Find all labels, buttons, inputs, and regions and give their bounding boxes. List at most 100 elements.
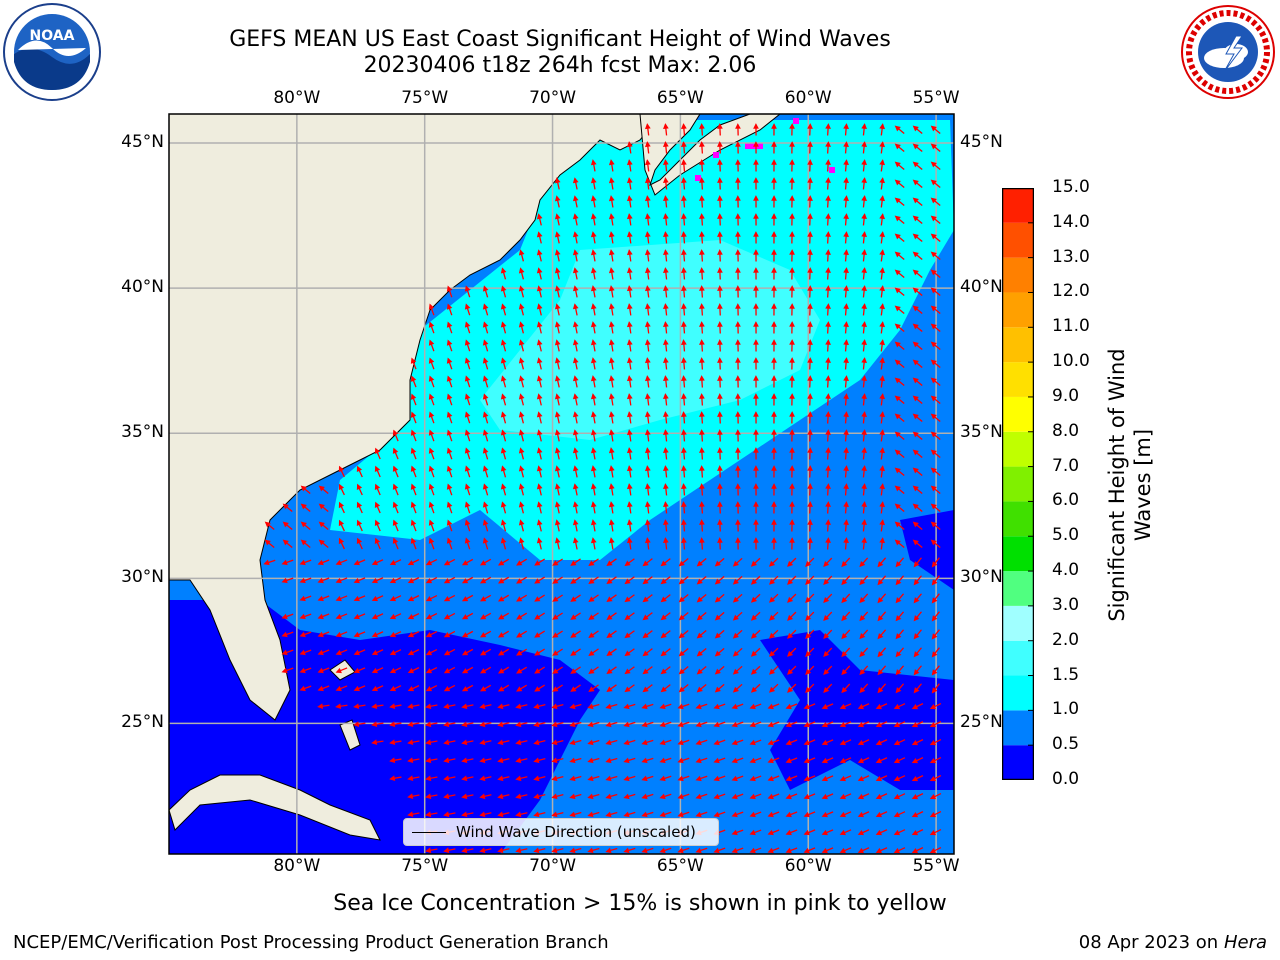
wind-arrow	[771, 429, 777, 442]
colorbar-segment	[1002, 640, 1034, 676]
wind-arrow	[731, 793, 744, 800]
wind-arrow	[590, 213, 597, 226]
wind-arrow	[753, 483, 759, 496]
wind-arrow	[644, 195, 651, 208]
wind-arrow	[894, 269, 905, 279]
wind-arrow	[587, 721, 600, 728]
wind-arrow	[717, 213, 723, 226]
wind-arrow	[482, 537, 489, 550]
wind-arrow	[644, 159, 651, 172]
wind-arrow	[644, 321, 651, 334]
wind-arrow	[695, 793, 708, 800]
wind-arrow	[696, 629, 707, 639]
wind-arrow	[572, 501, 579, 514]
wind-arrow	[605, 811, 618, 818]
wind-arrow	[516, 576, 528, 584]
wind-arrow	[894, 305, 905, 315]
wind-arrow	[572, 483, 579, 496]
wind-arrow	[572, 231, 579, 244]
wind-arrow	[713, 757, 726, 764]
wind-arrow	[428, 321, 435, 334]
wind-arrow	[443, 847, 456, 854]
wind-arrow	[805, 647, 815, 657]
wind-arrow	[913, 647, 922, 658]
legend-label: Wind Wave Direction (unscaled)	[456, 823, 696, 841]
wind-arrow	[281, 577, 294, 584]
wind-arrow	[588, 630, 599, 638]
wind-arrow	[464, 393, 471, 406]
wind-arrow	[608, 375, 615, 388]
colorbar-segment	[1002, 327, 1034, 363]
wind-arrow	[681, 483, 687, 496]
wind-arrow	[879, 321, 886, 334]
wind-arrow	[699, 321, 705, 334]
wind-arrow	[750, 665, 761, 675]
wind-arrow	[500, 465, 507, 478]
wind-arrow	[731, 703, 744, 710]
wind-arrow	[677, 775, 690, 782]
wind-arrow	[642, 648, 653, 657]
wind-arrow	[803, 847, 816, 854]
wind-arrow	[570, 684, 581, 692]
wind-arrow	[879, 411, 886, 424]
wind-arrow	[624, 684, 635, 693]
wind-arrow	[641, 847, 654, 854]
wind-arrow	[789, 303, 795, 316]
wind-arrow	[681, 267, 687, 280]
wind-arrow	[516, 612, 528, 620]
wind-arrow	[735, 249, 741, 262]
wind-arrow	[642, 594, 653, 603]
wind-arrow	[911, 829, 924, 836]
colorbar-segment	[1002, 571, 1034, 606]
wind-arrow	[753, 429, 759, 442]
wind-arrow	[787, 665, 797, 675]
wind-arrow	[644, 429, 651, 442]
wind-arrow	[663, 375, 669, 388]
wind-arrow	[930, 125, 941, 135]
wind-arrow	[789, 465, 795, 478]
wind-arrow	[825, 195, 831, 208]
lon-label-bottom: 55°W	[912, 856, 960, 876]
wind-arrow	[663, 321, 669, 334]
wind-arrow	[464, 375, 471, 388]
lon-label-bottom: 80°W	[273, 856, 321, 876]
wind-arrow	[677, 757, 690, 764]
wind-arrow	[731, 775, 744, 782]
wind-arrow	[879, 429, 886, 442]
wind-arrow	[861, 267, 867, 280]
wind-arrow	[894, 431, 905, 441]
wind-arrow	[843, 123, 849, 136]
wind-arrow	[425, 793, 438, 800]
wind-arrow	[479, 576, 492, 584]
wind-arrow	[823, 647, 833, 658]
wind-arrow	[913, 575, 922, 586]
wind-arrow	[699, 393, 705, 406]
wind-arrow	[893, 721, 906, 728]
wind-arrow	[371, 631, 384, 638]
wind-arrow	[389, 739, 402, 746]
lat-label-left: 25°N	[121, 712, 164, 733]
wind-arrow	[714, 629, 725, 639]
wind-arrow	[825, 411, 831, 424]
wind-arrow	[911, 721, 924, 728]
wind-arrow	[695, 811, 708, 818]
wind-arrow	[787, 575, 797, 585]
wind-arrow	[608, 249, 615, 262]
wind-arrow	[518, 357, 525, 370]
wind-arrow	[857, 793, 870, 800]
wind-arrow	[626, 501, 633, 514]
wind-arrow	[464, 411, 471, 424]
wind-arrow	[534, 558, 546, 566]
wind-arrow	[641, 793, 654, 800]
wind-arrow	[735, 123, 741, 136]
wind-arrow	[821, 793, 834, 800]
wind-arrow	[839, 757, 852, 764]
wind-arrow	[446, 339, 453, 352]
wind-arrow	[443, 684, 456, 692]
wind-arrow	[894, 251, 905, 261]
wind-arrow	[861, 483, 867, 496]
wind-arrow	[317, 613, 330, 620]
colorbar-segment	[1002, 501, 1034, 537]
wind-arrow	[464, 357, 471, 370]
wind-arrow	[678, 612, 689, 621]
